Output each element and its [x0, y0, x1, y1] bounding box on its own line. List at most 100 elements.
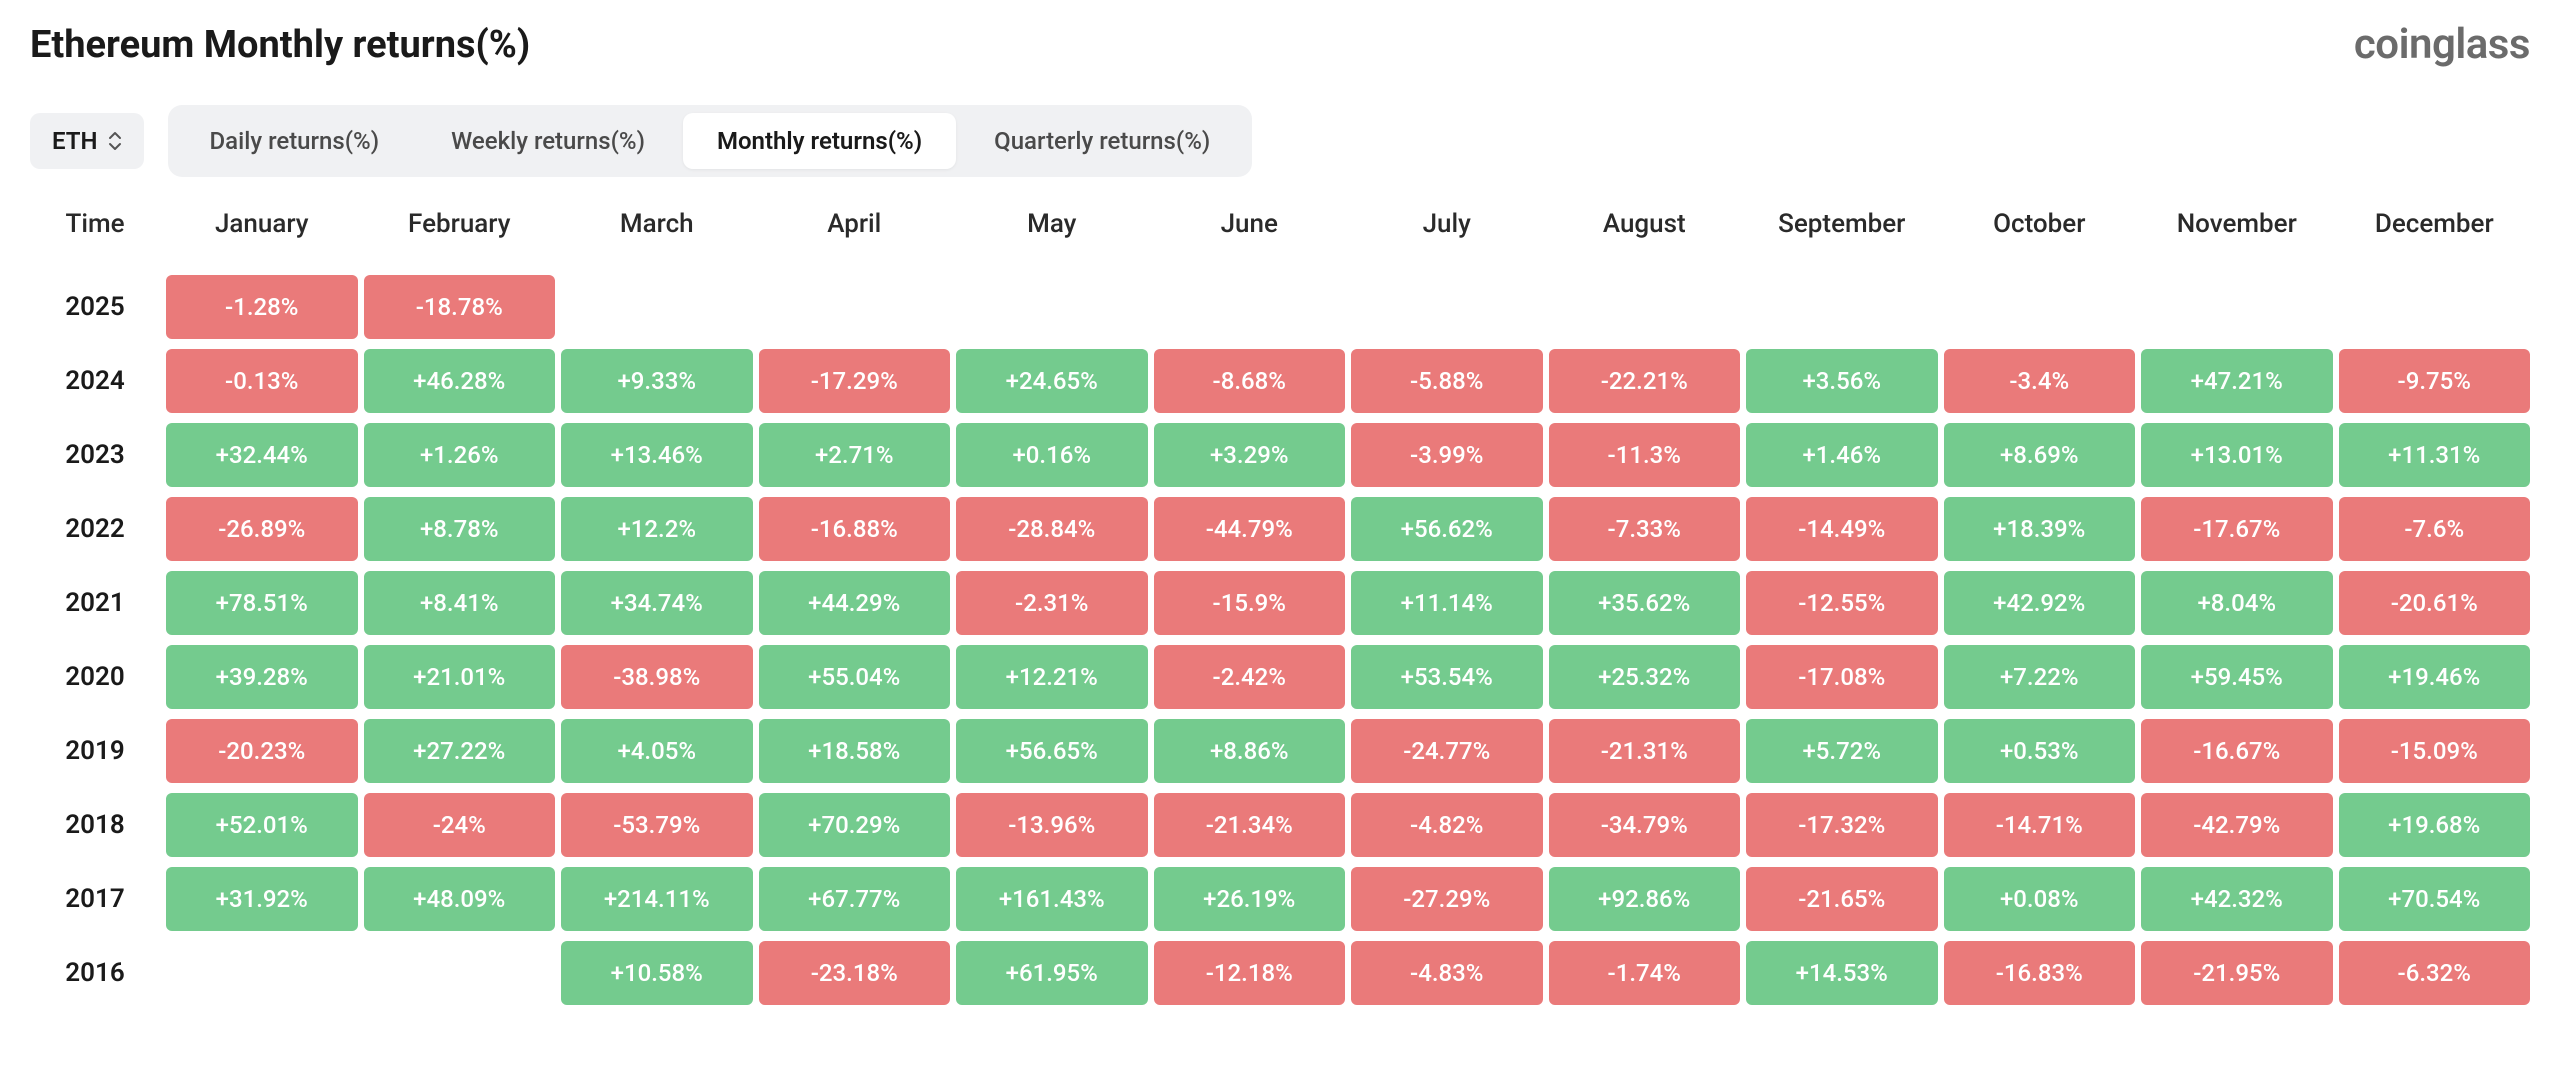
- return-cell: -17.29%: [759, 349, 951, 413]
- return-cell: -5.88%: [1351, 349, 1543, 413]
- return-cell: +10.58%: [561, 941, 753, 1005]
- return-cell: +0.16%: [956, 423, 1148, 487]
- return-cell: -17.08%: [1746, 645, 1938, 709]
- return-cell: +214.11%: [561, 867, 753, 931]
- return-cell: -23.18%: [759, 941, 951, 1005]
- return-cell: -24.77%: [1351, 719, 1543, 783]
- return-cell: -21.95%: [2141, 941, 2333, 1005]
- return-cell: -3.4%: [1944, 349, 2136, 413]
- updown-icon: [108, 131, 122, 151]
- return-cell: -26.89%: [166, 497, 358, 561]
- return-cell: [1351, 275, 1543, 339]
- return-cell: +55.04%: [759, 645, 951, 709]
- return-cell: +42.32%: [2141, 867, 2333, 931]
- return-cell: -21.65%: [1746, 867, 1938, 931]
- column-header-august: August: [1549, 197, 1741, 265]
- column-header-time: Time: [30, 197, 160, 265]
- return-cell: +9.33%: [561, 349, 753, 413]
- return-cell: -20.61%: [2339, 571, 2531, 635]
- return-cell: -8.68%: [1154, 349, 1346, 413]
- return-cell: -16.67%: [2141, 719, 2333, 783]
- return-cell: +8.86%: [1154, 719, 1346, 783]
- brand-label: coinglass: [2354, 20, 2530, 69]
- return-cell: +92.86%: [1549, 867, 1741, 931]
- return-cell: +56.65%: [956, 719, 1148, 783]
- return-cell: +52.01%: [166, 793, 358, 857]
- return-cell: -2.42%: [1154, 645, 1346, 709]
- return-cell: [2141, 275, 2333, 339]
- return-cell: +13.46%: [561, 423, 753, 487]
- return-cell: -20.23%: [166, 719, 358, 783]
- return-cell: -7.33%: [1549, 497, 1741, 561]
- column-header-july: July: [1351, 197, 1543, 265]
- return-cell: [1549, 275, 1741, 339]
- return-cell: +61.95%: [956, 941, 1148, 1005]
- year-label: 2025: [30, 275, 160, 339]
- tab-quarterly-returns[interactable]: Quarterly returns(%): [960, 113, 1244, 169]
- column-header-november: November: [2141, 197, 2333, 265]
- asset-selector[interactable]: ETH: [30, 113, 144, 169]
- return-cell: +161.43%: [956, 867, 1148, 931]
- return-cell: +19.46%: [2339, 645, 2531, 709]
- return-cell: -6.32%: [2339, 941, 2531, 1005]
- return-cell: +25.32%: [1549, 645, 1741, 709]
- header: Ethereum Monthly returns(%) coinglass: [30, 20, 2530, 69]
- return-cell: +2.71%: [759, 423, 951, 487]
- return-cell: +5.72%: [1746, 719, 1938, 783]
- return-cell: -0.13%: [166, 349, 358, 413]
- return-cell: +12.2%: [561, 497, 753, 561]
- return-cell: -21.31%: [1549, 719, 1741, 783]
- period-tabs: Daily returns(%)Weekly returns(%)Monthly…: [168, 105, 1253, 177]
- return-cell: -27.29%: [1351, 867, 1543, 931]
- return-cell: +27.22%: [364, 719, 556, 783]
- column-header-february: February: [364, 197, 556, 265]
- return-cell: +18.39%: [1944, 497, 2136, 561]
- return-cell: -4.82%: [1351, 793, 1543, 857]
- return-cell: [1746, 275, 1938, 339]
- return-cell: [561, 275, 753, 339]
- return-cell: +56.62%: [1351, 497, 1543, 561]
- return-cell: +11.14%: [1351, 571, 1543, 635]
- return-cell: [2339, 275, 2531, 339]
- return-cell: [759, 275, 951, 339]
- return-cell: -12.55%: [1746, 571, 1938, 635]
- tab-weekly-returns[interactable]: Weekly returns(%): [417, 113, 679, 169]
- returns-table: TimeJanuaryFebruaryMarchAprilMayJuneJuly…: [30, 197, 2530, 1005]
- return-cell: +7.22%: [1944, 645, 2136, 709]
- return-cell: +1.26%: [364, 423, 556, 487]
- return-cell: +0.53%: [1944, 719, 2136, 783]
- return-cell: +19.68%: [2339, 793, 2531, 857]
- return-cell: +34.74%: [561, 571, 753, 635]
- return-cell: +21.01%: [364, 645, 556, 709]
- year-label: 2017: [30, 867, 160, 931]
- return-cell: +3.56%: [1746, 349, 1938, 413]
- column-header-september: September: [1746, 197, 1938, 265]
- return-cell: +11.31%: [2339, 423, 2531, 487]
- return-cell: +70.54%: [2339, 867, 2531, 931]
- column-header-october: October: [1944, 197, 2136, 265]
- tab-monthly-returns[interactable]: Monthly returns(%): [683, 113, 956, 169]
- return-cell: +8.78%: [364, 497, 556, 561]
- return-cell: +32.44%: [166, 423, 358, 487]
- return-cell: -18.78%: [364, 275, 556, 339]
- return-cell: -17.32%: [1746, 793, 1938, 857]
- return-cell: -16.83%: [1944, 941, 2136, 1005]
- return-cell: [364, 941, 556, 1005]
- return-cell: -7.6%: [2339, 497, 2531, 561]
- column-header-april: April: [759, 197, 951, 265]
- return-cell: +31.92%: [166, 867, 358, 931]
- return-cell: -14.49%: [1746, 497, 1938, 561]
- return-cell: -44.79%: [1154, 497, 1346, 561]
- return-cell: +8.41%: [364, 571, 556, 635]
- return-cell: +26.19%: [1154, 867, 1346, 931]
- return-cell: [1154, 275, 1346, 339]
- return-cell: +46.28%: [364, 349, 556, 413]
- return-cell: -38.98%: [561, 645, 753, 709]
- return-cell: +1.46%: [1746, 423, 1938, 487]
- tab-daily-returns[interactable]: Daily returns(%): [176, 113, 414, 169]
- return-cell: -15.09%: [2339, 719, 2531, 783]
- return-cell: -53.79%: [561, 793, 753, 857]
- return-cell: -1.74%: [1549, 941, 1741, 1005]
- column-header-may: May: [956, 197, 1148, 265]
- return-cell: +3.29%: [1154, 423, 1346, 487]
